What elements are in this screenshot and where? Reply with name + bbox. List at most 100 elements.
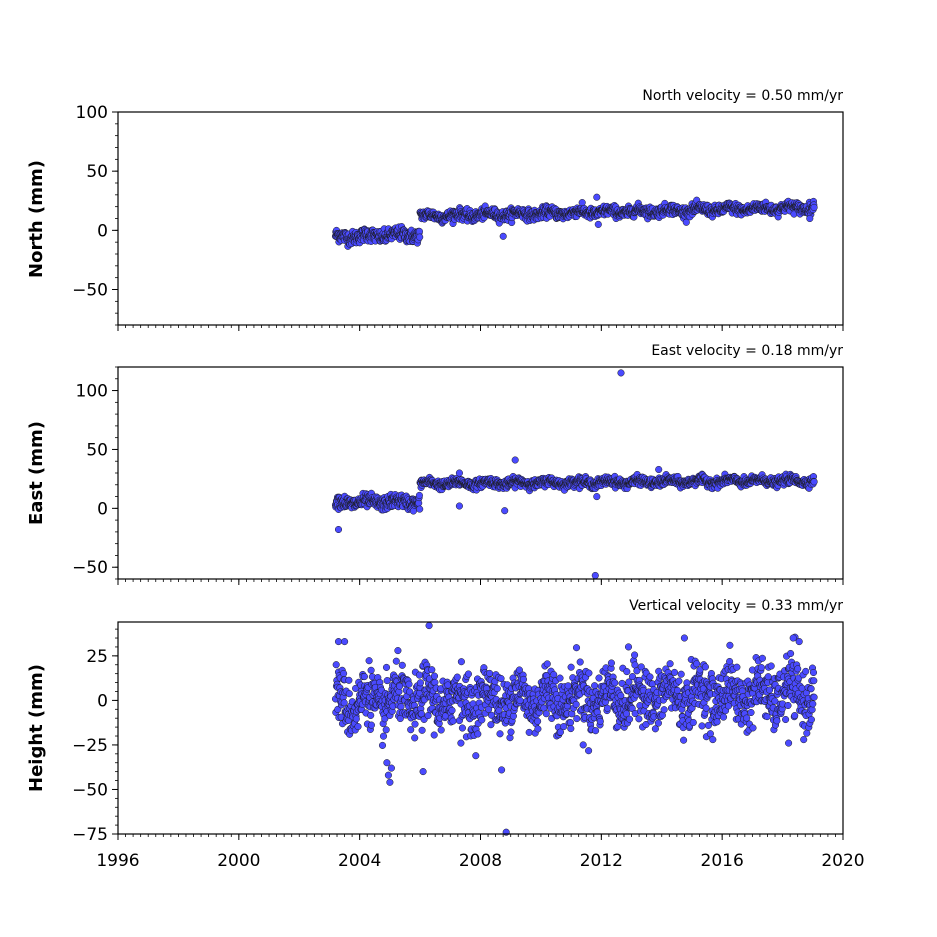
data-point: [787, 649, 795, 658]
y-tick-label: 100: [76, 382, 108, 402]
data-point: [478, 716, 486, 724]
data-point: [747, 708, 755, 717]
data-point: [458, 724, 466, 732]
data-point: [415, 671, 423, 679]
data-point: [802, 667, 810, 675]
outlier-point: [617, 369, 625, 377]
data-point: [416, 679, 424, 687]
data-point: [800, 736, 808, 744]
data-point: [397, 703, 405, 711]
y-tick-label: 0: [97, 221, 108, 241]
outlier-point: [499, 232, 507, 240]
data-point: [516, 696, 524, 705]
data-point: [809, 668, 818, 677]
data-point: [340, 669, 348, 678]
north-y-axis-label: North (mm): [26, 160, 47, 278]
data-point: [758, 654, 766, 662]
data-point: [474, 730, 482, 738]
data-point: [698, 722, 706, 730]
plot-elements: 100 50 0 −50 100 50 0 −50 25 0 −25 −50 −75 1996 2000 20…: [72, 103, 865, 871]
height-y-axis-label: Height (mm): [26, 664, 47, 792]
data-point: [550, 671, 558, 679]
outlier-point: [457, 739, 465, 747]
y-tick-label: −50: [72, 558, 108, 578]
data-point: [810, 478, 818, 486]
data-point: [415, 491, 423, 499]
data-point: [689, 718, 697, 727]
data-point: [726, 641, 734, 649]
north-velocity-label: North velocity = 0.50 mm/yr: [642, 88, 843, 104]
data-point: [607, 659, 615, 667]
data-point: [578, 199, 586, 207]
data-point: [596, 717, 604, 725]
outlier-point: [455, 502, 463, 510]
y-tick-label: 25: [86, 647, 108, 667]
data-point: [701, 663, 709, 671]
data-point: [394, 647, 402, 655]
data-point: [757, 664, 765, 672]
data-point: [706, 730, 714, 738]
x-tick-label: 2016: [701, 851, 744, 871]
outlier-point: [591, 571, 599, 580]
outlier-point: [579, 741, 587, 749]
data-point: [591, 682, 599, 690]
data-point: [673, 686, 682, 695]
outlier-point: [341, 638, 349, 646]
outlier-point: [624, 643, 633, 651]
data-point: [592, 727, 600, 735]
outlier-point: [680, 634, 688, 642]
outlier-point: [383, 759, 391, 767]
data-point: [367, 721, 375, 729]
data-point: [623, 668, 631, 676]
data-point: [573, 715, 581, 723]
data-point: [543, 660, 551, 668]
outlier-point: [655, 465, 663, 474]
data-point: [354, 723, 362, 731]
outlier-point: [501, 507, 509, 515]
y-tick-label: −50: [72, 780, 108, 800]
data-point: [405, 680, 413, 688]
data-point: [654, 719, 662, 727]
x-tick-label: 2012: [580, 851, 623, 871]
data-point: [472, 752, 480, 760]
data-point: [556, 674, 564, 682]
outlier-point: [387, 764, 395, 772]
east-velocity-label: East velocity = 0.18 mm/yr: [651, 343, 843, 359]
data-point: [360, 673, 368, 681]
outlier-point: [455, 469, 463, 477]
data-point: [809, 700, 817, 708]
data-point: [810, 203, 818, 211]
y-tick-label: 50: [86, 162, 108, 182]
data-point: [542, 710, 550, 718]
data-point: [635, 715, 643, 723]
data-point: [382, 726, 390, 734]
data-point: [411, 720, 419, 728]
outlier-point: [594, 220, 602, 228]
data-point: [595, 674, 603, 682]
data-point: [572, 644, 581, 652]
data-point: [379, 732, 388, 740]
data-point: [749, 724, 757, 732]
y-tick-label: −75: [72, 825, 108, 845]
panel-north-marks: 100 50 0 −50: [72, 103, 844, 331]
outlier-point: [334, 638, 343, 646]
data-point: [453, 673, 461, 681]
outlier-point: [498, 766, 506, 774]
data-point: [670, 668, 679, 676]
data-point: [332, 661, 340, 669]
data-point: [782, 715, 790, 724]
outlier-point: [386, 778, 394, 786]
data-point: [675, 677, 683, 685]
data-point: [704, 721, 712, 729]
data-point: [566, 719, 575, 727]
data-point: [810, 693, 818, 701]
data-point: [534, 725, 542, 733]
data-point: [803, 729, 811, 737]
data-point: [507, 728, 515, 736]
x-tick-label: 2020: [821, 851, 864, 871]
outlier-point: [593, 493, 601, 501]
data-point: [352, 715, 360, 723]
y-tick-label: 100: [76, 103, 108, 123]
height-velocity-label: Vertical velocity = 0.33 mm/yr: [629, 598, 843, 614]
outlier-point: [806, 214, 814, 223]
